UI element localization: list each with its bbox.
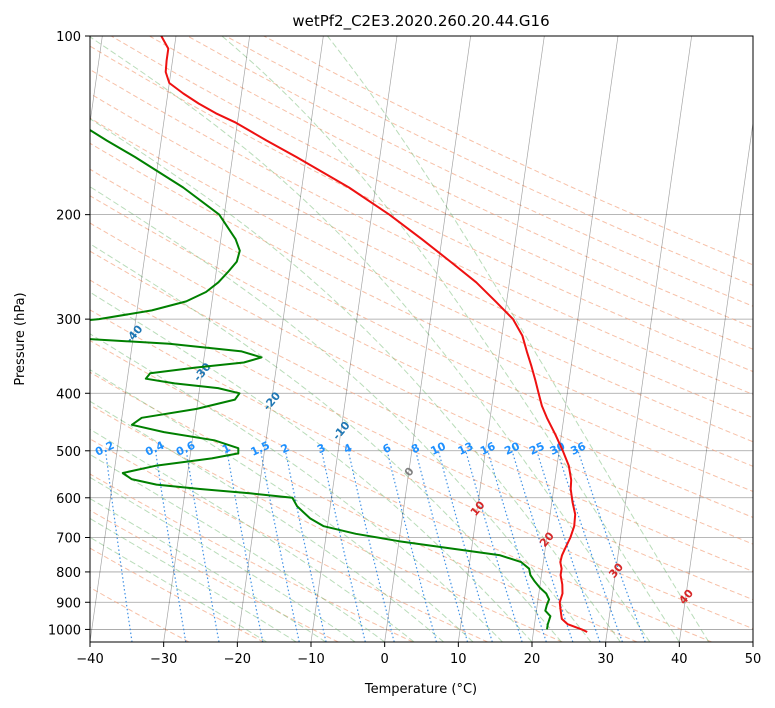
mixing-ratio-line <box>260 450 300 642</box>
moist-adiabat-line <box>90 476 356 642</box>
dry-adiabat-line <box>90 69 753 395</box>
y-axis-label: Pressure (hPa) <box>13 292 28 385</box>
mixing-ratio-line <box>577 450 646 642</box>
x-tick-label: 20 <box>524 652 541 667</box>
x-axis-ticks: −40 −30 −20 −10 0 10 20 30 40 50 <box>76 642 761 667</box>
x-tick-label: 30 <box>597 652 614 667</box>
moist-adiabat-line <box>90 536 268 642</box>
temperature-profile-line <box>160 36 588 633</box>
mixing-ratio-label: 25 <box>527 440 546 458</box>
dry-adiabat-line <box>90 117 753 443</box>
isotherm-line <box>236 36 324 642</box>
dewpoint-profile-line <box>90 128 552 630</box>
x-tick-label: −20 <box>224 652 251 667</box>
moist-adiabat-line <box>90 291 533 642</box>
x-tick-label: 40 <box>671 652 688 667</box>
mixing-ratio-line <box>536 450 601 642</box>
y-tick-label: 200 <box>56 209 81 224</box>
x-axis-label: Temperature (°C) <box>364 682 477 697</box>
isotherm-line <box>90 36 177 642</box>
moist-adiabat-lines <box>90 36 710 642</box>
y-tick-label: 400 <box>56 387 81 402</box>
x-tick-label: −40 <box>76 652 103 667</box>
x-tick-label: 0 <box>381 652 389 667</box>
y-tick-label: 600 <box>56 492 81 507</box>
mixing-ratio-line <box>465 450 523 642</box>
mixing-ratio-line <box>386 450 437 642</box>
mixing-ratio-line <box>284 450 327 642</box>
dry-adiabat-line <box>90 45 753 373</box>
moist-adiabat-line <box>90 400 444 642</box>
moist-adiabat-line <box>90 369 474 642</box>
plot-area: -100-90-80-70-60-50-40-30-20-10010203040… <box>90 36 753 642</box>
dry-adiabat-line <box>90 371 638 642</box>
y-tick-label: 800 <box>56 566 81 581</box>
x-tick-label: −30 <box>150 652 177 667</box>
mixing-ratio-line <box>104 450 133 642</box>
moist-adiabat-line <box>90 333 503 642</box>
x-tick-label: −10 <box>297 652 324 667</box>
y-axis-ticks: 100 200 300 400 500 600 700 800 900 1000 <box>48 30 90 638</box>
isotherm-line <box>678 120 753 642</box>
isotherm-lines <box>90 36 753 642</box>
moist-adiabat-line <box>90 186 592 642</box>
mixing-ratio-label: 16 <box>478 439 498 457</box>
dry-adiabat-line <box>90 547 264 642</box>
plot-frame <box>89 35 754 643</box>
isotherm-line <box>163 36 251 642</box>
dry-adiabat-line <box>90 195 753 518</box>
moist-adiabat-line <box>221 36 680 642</box>
mixing-ratio-line <box>437 450 493 642</box>
dry-adiabat-line <box>90 92 753 419</box>
mixing-ratio-line <box>321 450 366 642</box>
mixing-ratio-line <box>415 450 469 642</box>
y-tick-label: 100 <box>56 30 81 45</box>
y-tick-label: 900 <box>56 596 81 611</box>
mixing-ratio-label: 36 <box>569 439 589 457</box>
mixing-ratio-label: 10 <box>429 439 449 457</box>
sounding-series <box>90 36 588 633</box>
mixing-ratio-label: 13 <box>456 440 475 458</box>
mixing-ratio-line <box>487 450 547 642</box>
mixing-ratio-line <box>511 450 574 642</box>
moist-adiabat-line <box>90 243 562 642</box>
mixing-ratio-label: 20 <box>502 439 522 457</box>
y-tick-label: 500 <box>56 445 81 460</box>
y-tick-label: 300 <box>56 313 81 328</box>
x-tick-label: 10 <box>450 652 467 667</box>
mixing-ratio-line <box>226 450 264 642</box>
y-tick-label: 1000 <box>48 623 81 638</box>
moist-adiabat-line <box>90 118 621 642</box>
y-tick-label: 700 <box>56 532 81 547</box>
x-tick-label: 50 <box>745 652 762 667</box>
moist-adiabat-line <box>90 453 385 642</box>
isotherm-line <box>457 36 545 642</box>
dry-adiabat-line <box>90 339 712 642</box>
dry-adiabat-line <box>90 279 753 601</box>
chart-title: wetPf2_C2E3.2020.260.20.44.G16 <box>292 12 549 31</box>
mixing-ratio-line <box>347 450 395 642</box>
dry-adiabat-line <box>90 142 753 467</box>
dry-adiabat-line <box>90 250 753 572</box>
dry-adiabat-line <box>90 309 753 630</box>
isotherm-line <box>605 36 693 642</box>
isotherm-line <box>531 36 619 642</box>
mixing-ratio-label: 30 <box>548 439 568 457</box>
isotherm-line <box>310 36 398 642</box>
moist-adiabat-line <box>327 36 710 642</box>
